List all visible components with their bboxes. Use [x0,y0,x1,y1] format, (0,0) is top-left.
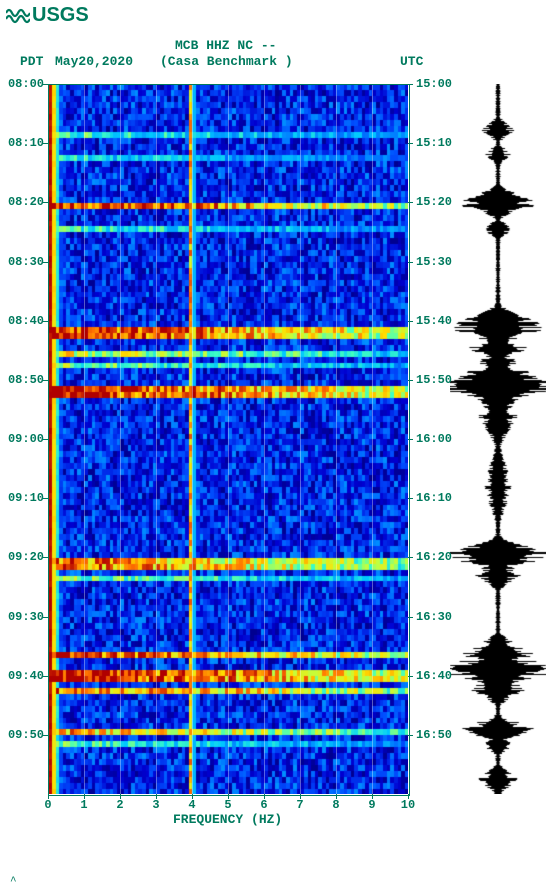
logo-text: USGS [32,4,89,27]
spectrogram-chart [48,84,408,794]
utc-label: UTC [400,54,423,69]
ytick-right: 16:10 [416,491,452,505]
waveform-canvas [450,84,546,794]
ytick-right: 16:30 [416,610,452,624]
ytick-left: 08:50 [0,373,44,387]
xtick: 10 [401,798,415,812]
ytick-left: 09:10 [0,491,44,505]
xtick: 2 [116,798,123,812]
ytick-right: 16:00 [416,432,452,446]
ytick-left: 08:00 [0,77,44,91]
waveform-trace [450,84,546,794]
xtick: 6 [260,798,267,812]
ytick-left: 09:20 [0,550,44,564]
usgs-logo: USGS [6,4,89,27]
x-axis-label: FREQUENCY (HZ) [173,812,282,827]
footer-mark: ^ [10,876,17,888]
ytick-left: 09:50 [0,728,44,742]
ytick-right: 16:40 [416,669,452,683]
ytick-left: 09:40 [0,669,44,683]
xtick: 1 [80,798,87,812]
wave-icon [6,7,30,25]
ytick-left: 08:40 [0,314,44,328]
xtick: 7 [296,798,303,812]
ytick-right: 15:30 [416,255,452,269]
xtick: 4 [188,798,195,812]
date-label: May20,2020 [55,54,133,69]
ytick-right: 15:10 [416,136,452,150]
ytick-right: 16:20 [416,550,452,564]
station-line: MCB HHZ NC -- [175,38,276,53]
ytick-left: 09:00 [0,432,44,446]
ytick-right: 15:40 [416,314,452,328]
xtick: 3 [152,798,159,812]
ytick-right: 16:50 [416,728,452,742]
xtick: 5 [224,798,231,812]
ytick-left: 08:10 [0,136,44,150]
pdt-label: PDT [20,54,43,69]
ytick-left: 09:30 [0,610,44,624]
xtick: 9 [368,798,375,812]
xtick: 8 [332,798,339,812]
xtick: 0 [44,798,51,812]
ytick-left: 08:20 [0,195,44,209]
ytick-right: 15:00 [416,77,452,91]
ytick-right: 15:50 [416,373,452,387]
ytick-right: 15:20 [416,195,452,209]
spectrogram-canvas [48,84,408,794]
ytick-left: 08:30 [0,255,44,269]
station-name: (Casa Benchmark ) [160,54,293,69]
